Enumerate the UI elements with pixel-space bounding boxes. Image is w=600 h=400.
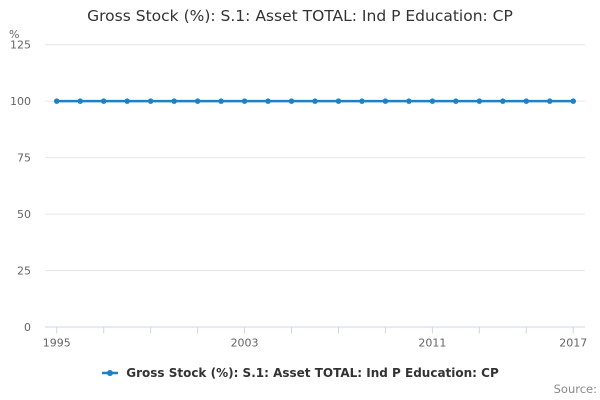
- data-point-marker[interactable]: [77, 98, 83, 104]
- data-point-marker[interactable]: [359, 98, 365, 104]
- y-tick-label: 25: [17, 265, 31, 278]
- legend-label: Gross Stock (%): S.1: Asset TOTAL: Ind P…: [126, 366, 499, 380]
- plot-area: 0 25 50 75 100 125% 1995 2003 2011 2017: [9, 28, 588, 350]
- data-point-marker[interactable]: [100, 98, 107, 104]
- y-axis-labels: 0 25 50 75 100 125: [10, 39, 31, 334]
- data-point-marker[interactable]: [194, 98, 201, 104]
- data-point-marker[interactable]: [547, 98, 553, 104]
- y-tick-label: 0: [24, 321, 31, 334]
- x-tick-label: 1995: [43, 337, 71, 350]
- x-tick-label: 2011: [418, 337, 446, 350]
- y-gridlines: [45, 44, 585, 328]
- data-point-marker[interactable]: [429, 98, 436, 104]
- legend-item[interactable]: Gross Stock (%): S.1: Asset TOTAL: Ind P…: [0, 366, 600, 380]
- data-point-marker[interactable]: [335, 98, 342, 104]
- series-line: [53, 98, 577, 104]
- data-point-marker[interactable]: [124, 98, 130, 104]
- source-note: Source:: [553, 382, 597, 396]
- data-point-marker[interactable]: [476, 98, 483, 104]
- data-point-marker[interactable]: [570, 98, 577, 104]
- data-point-marker[interactable]: [241, 98, 248, 104]
- legend-line-with-dot-icon: [102, 370, 119, 376]
- y-axis-unit-label: %: [9, 28, 19, 41]
- x-axis-ticks: [56, 327, 574, 334]
- data-point-marker[interactable]: [406, 98, 412, 104]
- data-point-marker[interactable]: [453, 98, 459, 104]
- y-tick-label: 75: [17, 152, 31, 165]
- data-point-marker[interactable]: [523, 98, 530, 104]
- x-axis-labels: 1995 2003 2011 2017: [43, 337, 588, 350]
- y-tick-label: 50: [17, 208, 31, 221]
- data-point-marker[interactable]: [171, 98, 177, 104]
- x-tick-label: 2017: [559, 337, 587, 350]
- data-point-marker[interactable]: [312, 98, 318, 104]
- data-point-marker[interactable]: [265, 98, 271, 104]
- data-point-marker[interactable]: [382, 98, 389, 104]
- data-point-marker[interactable]: [147, 98, 154, 104]
- y-tick-label: 125: [10, 39, 31, 52]
- data-point-marker[interactable]: [218, 98, 224, 104]
- x-tick-label: 2003: [231, 337, 259, 350]
- y-tick-label: 100: [10, 95, 31, 108]
- data-point-marker[interactable]: [500, 98, 506, 104]
- data-point-marker[interactable]: [53, 98, 60, 104]
- chart-title: Gross Stock (%): S.1: Asset TOTAL: Ind P…: [87, 7, 513, 25]
- data-point-marker[interactable]: [288, 98, 295, 104]
